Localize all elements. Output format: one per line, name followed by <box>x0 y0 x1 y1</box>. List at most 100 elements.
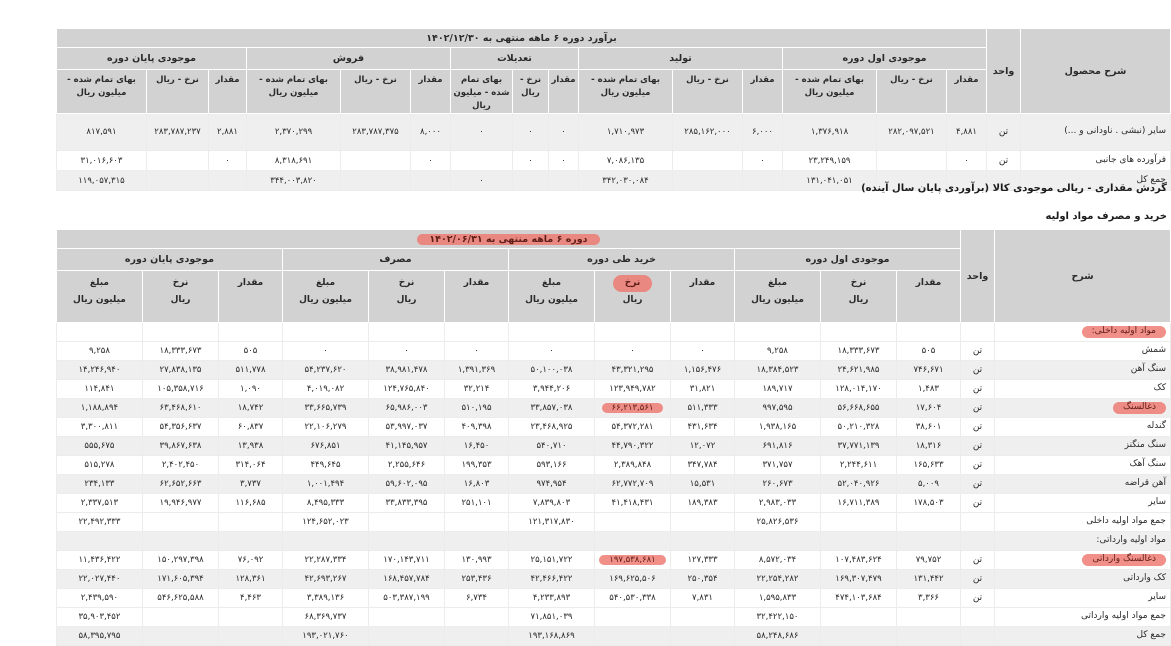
value-cell: ۰ <box>594 341 671 361</box>
value-cell: ۱۵۰,۲۹۷,۳۹۸ <box>142 550 219 570</box>
group-header-opening: موجودی اول دوره <box>782 47 987 70</box>
value-cell <box>742 170 783 192</box>
value-cell <box>594 531 671 551</box>
value-cell: ۲۵,۸۲۶,۵۳۶ <box>734 512 821 532</box>
value-cell <box>896 607 961 627</box>
unit-cell: تن <box>986 150 1021 172</box>
value-cell: ۱۹۹,۳۵۳ <box>444 455 509 475</box>
value-cell: ۱,۹۳۸,۱۶۵ <box>734 417 821 437</box>
value-cell <box>218 531 283 551</box>
value-cell: ۵۴,۲۳۷,۶۲۰ <box>282 360 369 380</box>
value-cell: ۱۴,۲۴۶,۹۴۰ <box>55 360 144 380</box>
table-row: ذغالسنگ تن ۱۷,۶۰۴ ۵۶,۶۶۸,۶۵۵ ۹۹۷,۵۹۵ ۵۱۱,۳۳۳ ۶… <box>55 398 1171 418</box>
value-cell: ۱۶,۷۱۱,۳۸۹ <box>820 493 897 513</box>
value-cell: ۷۹,۷۵۲ <box>896 550 961 570</box>
sub-header-qty: مقدار <box>670 270 735 323</box>
value-cell <box>594 322 671 342</box>
unit-cell: تن <box>960 379 995 399</box>
value-cell: ۶۲,۶۵۲,۶۶۳ <box>142 474 219 494</box>
value-cell: ۳۷,۷۷۱,۱۳۹ <box>820 436 897 456</box>
value-cell: ۱۱۴,۸۴۱ <box>55 379 144 399</box>
value-cell: ۰ <box>512 150 549 172</box>
sub-header-rate: نرخ - ریال <box>146 68 209 115</box>
value-cell: ۱۶۹,۳۰۷,۴۷۹ <box>820 569 897 589</box>
total-row: جمع مواد اولیه وارداتی ۳۲,۴۲۲,۱۵۰ ۷۱,۸۵۱,۰… <box>55 607 1171 627</box>
highlight-annotation: ۶۶,۲۱۳,۵۶۱ <box>601 403 664 413</box>
value-cell: ۱۲۳,۹۴۹,۷۸۲ <box>594 379 671 399</box>
value-cell <box>594 626 671 646</box>
row-label: جمع مواد اولیه وارداتی <box>994 607 1171 627</box>
row-label: سایر <box>994 588 1171 608</box>
unit-cell: تن <box>960 455 995 475</box>
value-cell: ۵۴۶,۶۲۵,۵۸۸ <box>142 588 219 608</box>
sub-header-qty: مقدار <box>548 68 579 115</box>
table1-period-title: برآورد دوره ۶ ماهه منتهی به ۱۴۰۲/۱۲/۳۰ <box>55 28 988 48</box>
table-row: گندله تن ۳۸,۶۰۱ ۵۰,۲۱۰,۳۲۸ ۱,۹۳۸,۱۶۵ ۴۳۱,۶۳۴ ۵… <box>55 417 1171 437</box>
value-cell: ۳۴۴,۰۰۳,۸۲۰ <box>246 170 341 192</box>
desc-header: شرح <box>994 229 1171 323</box>
value-cell: ۳۳,۸۳۳,۳۹۵ <box>368 493 445 513</box>
value-cell: ۵۹,۶۰۲,۰۹۵ <box>368 474 445 494</box>
value-cell: ۵۰۵ <box>896 341 961 361</box>
unit-cell <box>960 607 995 627</box>
unit-cell: تن <box>960 341 995 361</box>
value-cell: ۲۶۰,۶۷۳ <box>734 474 821 494</box>
sub-header-rate: نرخ - ریال <box>340 68 411 115</box>
value-cell <box>896 512 961 532</box>
group-header-consumption: مصرف <box>282 248 509 271</box>
value-cell: ۵۵۵,۶۷۵ <box>55 436 144 456</box>
sub-header-amount: مبلغ میلیون ریال <box>734 270 821 323</box>
value-cell: ۳,۳۸۹,۱۳۶ <box>282 588 369 608</box>
value-cell: ۶۷۶,۸۵۱ <box>282 436 369 456</box>
value-cell <box>340 170 411 192</box>
unit-cell <box>960 512 995 532</box>
report-page: { "colors": { "header_bg": "#d2d2d2", "r… <box>55 27 1171 646</box>
value-cell: ۳۸,۶۰۱ <box>896 417 961 437</box>
value-cell: ۲۲,۲۸۷,۳۳۴ <box>282 550 369 570</box>
value-cell: ۸,۰۰۰ <box>410 113 451 152</box>
value-cell <box>670 531 735 551</box>
value-cell <box>142 626 219 646</box>
value-cell: ۵۴۰,۷۱۰ <box>508 436 595 456</box>
value-cell: ۱۳۱,۴۴۲ <box>896 569 961 589</box>
sub-header-qty: مقدار <box>896 270 961 323</box>
row-label: فرآورده های جانبی <box>1020 150 1171 172</box>
value-cell <box>734 322 821 342</box>
value-cell <box>368 322 445 342</box>
sub-header-qty: مقدار <box>218 270 283 323</box>
value-cell <box>508 531 595 551</box>
value-cell: ۱۶,۸۰۳ <box>444 474 509 494</box>
value-cell: ۱۲۸,۳۶۱ <box>218 569 283 589</box>
value-cell <box>670 322 735 342</box>
value-cell <box>876 170 947 192</box>
sub-header-rate: نرخ ریال <box>820 270 897 323</box>
value-cell: ۱۱۹,۰۵۷,۳۱۵ <box>55 170 148 192</box>
value-cell: ۸۱۷,۵۹۱ <box>55 113 148 152</box>
value-cell: ۰ <box>282 341 369 361</box>
unit-cell <box>960 626 995 646</box>
unit-cell: تن <box>960 474 995 494</box>
value-cell: ۲,۳۳۷,۵۱۳ <box>55 493 144 513</box>
value-cell <box>218 322 283 342</box>
unit-cell: تن <box>960 493 995 513</box>
value-cell <box>146 170 209 192</box>
value-cell <box>946 170 987 192</box>
value-cell: ۲۳۴,۱۳۳ <box>55 474 144 494</box>
value-cell: ۳۲,۴۲۲,۱۵۰ <box>734 607 821 627</box>
value-cell: ۲,۹۸۳,۰۳۳ <box>734 493 821 513</box>
value-cell <box>820 626 897 646</box>
value-cell: ۸,۵۷۲,۰۳۴ <box>734 550 821 570</box>
value-cell: ۱۵,۵۳۱ <box>670 474 735 494</box>
value-cell: ۱,۳۷۶,۹۱۸ <box>782 113 877 152</box>
value-cell: ۲۵۱,۱۰۱ <box>444 493 509 513</box>
value-cell: ۳۱,۸۲۱ <box>670 379 735 399</box>
row-label: کک <box>994 379 1171 399</box>
section-row: مواد اولیه داخلی: <box>55 322 1171 342</box>
value-cell: ۱,۰۹۰ <box>218 379 283 399</box>
sub-header-qty: مقدار <box>410 68 451 115</box>
value-cell <box>820 531 897 551</box>
value-cell: ۲۸۳,۷۸۷,۳۷۵ <box>340 113 411 152</box>
product-desc-header: شرح محصول <box>1020 27 1171 115</box>
group-header-sales: فروش <box>246 47 451 70</box>
sub-header-amount: مبلغ میلیون ریال <box>282 270 369 323</box>
